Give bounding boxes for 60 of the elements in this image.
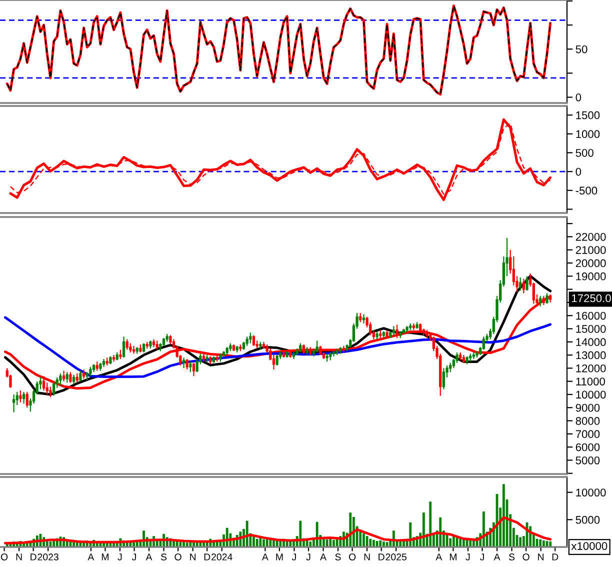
y-tick-label: 0 [576, 168, 582, 176]
y-tick-label: 12000 [576, 364, 606, 372]
x-tick-label: S [160, 554, 167, 560]
y-tick-label: 21000 [576, 246, 606, 254]
y-tick-label: 8000 [576, 417, 600, 425]
y-tick-label: 10000 [576, 488, 606, 496]
y-tick-label: 14000 [576, 338, 606, 346]
y-tick-label: 0 [576, 93, 582, 102]
x-tick-label: O [0, 554, 8, 560]
y-tick-label: -500 [576, 186, 598, 195]
y-tick-label: 19000 [576, 272, 606, 280]
x-tick-label: O [522, 554, 530, 560]
x-tick-label: M [102, 554, 108, 560]
x-tick-label: N [16, 554, 22, 560]
y-tick-label: 13000 [576, 351, 606, 360]
x-tick-label: N [190, 554, 196, 560]
y-tick-label: 6000 [576, 443, 600, 452]
x-tick-label: N [364, 554, 370, 560]
y-tick-label: 16000 [576, 312, 606, 320]
x-tick-label: S [508, 554, 515, 560]
x-tick-label: M [450, 554, 456, 560]
x-tick-label: N [538, 554, 544, 560]
x-tick-label: 2025 [386, 554, 406, 560]
x-tick-label: J [480, 554, 484, 560]
x-tick-label: D [552, 554, 558, 560]
x-tick-label: S [335, 554, 341, 560]
x-tick-label: A [262, 554, 268, 560]
x-tick-label: J [132, 554, 136, 560]
x-tick-label: 2024 [212, 554, 232, 560]
y-tick-label: 7000 [576, 430, 600, 438]
x-tick-label: D [204, 554, 210, 560]
y-tick-label: 1500 [576, 111, 600, 120]
x-tick-label: O [174, 554, 182, 560]
x-tick-label: 2023 [38, 554, 58, 560]
x-tick-label: A [436, 554, 442, 560]
x-tick-label: J [466, 554, 470, 560]
x-tick-label: A [88, 554, 94, 560]
y-tick-label: 15000 [576, 325, 606, 333]
x-tick-label: J [306, 554, 310, 560]
x-tick-label: J [292, 554, 296, 560]
y-tick-label: 1000 [576, 130, 600, 138]
y-tick-label: 22000 [576, 232, 606, 241]
x-tick-label: A [494, 554, 500, 560]
y-tick-label: 5000 [576, 456, 600, 464]
y-tick-label: 5000 [576, 516, 600, 524]
x-tick-label: D [30, 554, 36, 560]
y-tick-label: 9000 [576, 404, 600, 412]
x-tick-label: J [118, 554, 122, 560]
text: x10000 [571, 542, 608, 550]
y-tick-label: 10000 [576, 390, 606, 399]
y-tick-label: 11000 [576, 378, 605, 386]
x-tick-label: O [348, 554, 356, 560]
annotation: 17250.0 [572, 294, 611, 302]
x-tick-label: A [320, 554, 326, 560]
x-tick-label: D [378, 554, 384, 560]
x-tick-label: A [146, 554, 152, 560]
y-tick-label: 50 [576, 45, 588, 54]
y-tick-label: 500 [576, 148, 594, 157]
x-tick-label: M [276, 554, 283, 560]
y-tick-label: 20000 [576, 259, 606, 268]
